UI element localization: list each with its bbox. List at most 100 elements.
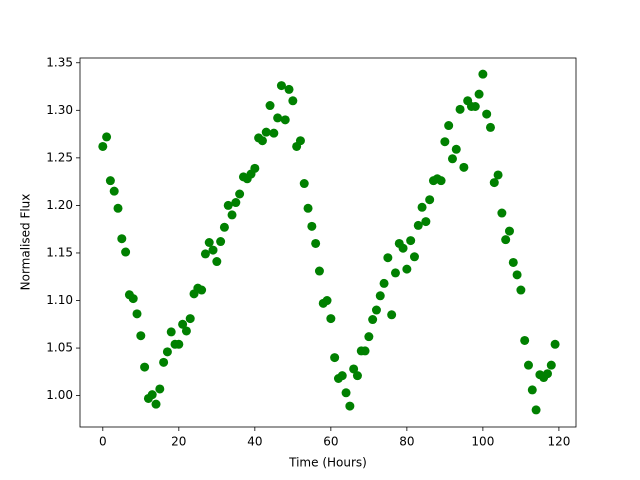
data-point [295, 136, 305, 146]
data-point [299, 179, 309, 189]
data-point [531, 405, 541, 415]
data-point [436, 176, 446, 186]
plot-frame [79, 57, 577, 428]
data-point [303, 203, 313, 213]
data-point [330, 353, 340, 363]
data-point [504, 226, 514, 236]
data-point [227, 210, 237, 220]
data-point [200, 249, 210, 259]
data-point [501, 235, 511, 245]
data-point [269, 128, 279, 138]
data-point [444, 121, 454, 131]
y-tick-label: 1.35 [46, 55, 73, 69]
data-point [523, 360, 533, 370]
data-point [273, 113, 283, 123]
data-point [398, 243, 408, 253]
data-point [128, 294, 138, 304]
x-tick-label: 60 [323, 435, 338, 449]
data-point [288, 96, 298, 106]
data-point [337, 371, 347, 381]
data-point [375, 291, 385, 301]
data-point [162, 347, 172, 357]
data-point [322, 296, 332, 306]
y-tick-label: 1.00 [46, 388, 73, 402]
data-point [235, 189, 245, 199]
data-point [257, 136, 267, 146]
data-point [379, 278, 389, 288]
data-point [417, 202, 427, 212]
y-tick-label: 1.20 [46, 198, 73, 212]
data-point [497, 208, 507, 218]
data-point [98, 141, 108, 151]
data-point [352, 371, 362, 381]
data-point [284, 84, 294, 94]
data-point [231, 198, 241, 208]
data-point [311, 238, 321, 248]
data-point [326, 314, 336, 324]
data-point [425, 195, 435, 205]
x-tick-label: 40 [247, 435, 262, 449]
data-point [197, 285, 207, 295]
data-point [368, 315, 378, 325]
data-point [482, 109, 492, 119]
data-point [390, 268, 400, 278]
data-point [440, 137, 450, 147]
data-point [113, 203, 123, 213]
y-tick-label: 1.10 [46, 293, 73, 307]
data-point [204, 238, 214, 247]
data-point [185, 314, 195, 324]
data-point [261, 127, 271, 137]
data-point [155, 384, 165, 394]
data-point [527, 385, 537, 395]
data-point [421, 217, 431, 227]
x-tick-label: 80 [399, 435, 414, 449]
y-axis-label: Normalised Flux [19, 194, 33, 291]
data-point [364, 332, 374, 342]
data-point [485, 122, 495, 132]
data-point [117, 234, 127, 244]
data-point [314, 266, 324, 276]
data-point [409, 252, 419, 262]
data-point [349, 364, 359, 374]
data-point [219, 222, 229, 232]
data-point [520, 335, 530, 345]
x-tick-label: 0 [99, 435, 107, 449]
data-point [276, 81, 286, 91]
data-point [459, 162, 469, 172]
data-point [216, 237, 226, 247]
data-point [512, 270, 522, 280]
data-point [341, 388, 351, 398]
data-point [550, 339, 560, 349]
data-point [147, 390, 157, 400]
x-tick-label: 120 [547, 435, 570, 449]
data-point [345, 401, 355, 411]
data-point [159, 357, 169, 367]
data-point [413, 220, 423, 230]
data-point [493, 170, 503, 180]
data-point [105, 176, 115, 186]
data-point [136, 331, 146, 341]
data-point [470, 102, 480, 112]
x-tick-label: 20 [171, 435, 186, 449]
data-point [102, 132, 112, 142]
data-point [546, 360, 556, 370]
y-tick-label: 1.15 [46, 245, 73, 259]
data-point [307, 221, 317, 231]
x-axis-label: Time (Hours) [288, 456, 367, 470]
data-point [360, 346, 370, 356]
data-point [250, 163, 260, 173]
data-point [174, 339, 184, 349]
data-point [474, 89, 484, 99]
data-point [208, 245, 218, 255]
data-point [455, 104, 465, 114]
data-point [371, 305, 381, 315]
data-point [181, 326, 191, 336]
data-point [140, 362, 150, 372]
data-point [451, 144, 461, 154]
y-tick-label: 1.25 [46, 150, 73, 164]
data-point [406, 236, 416, 246]
y-tick-label: 1.30 [46, 103, 73, 117]
x-tick-label: 100 [471, 435, 494, 449]
data-point [402, 264, 412, 274]
